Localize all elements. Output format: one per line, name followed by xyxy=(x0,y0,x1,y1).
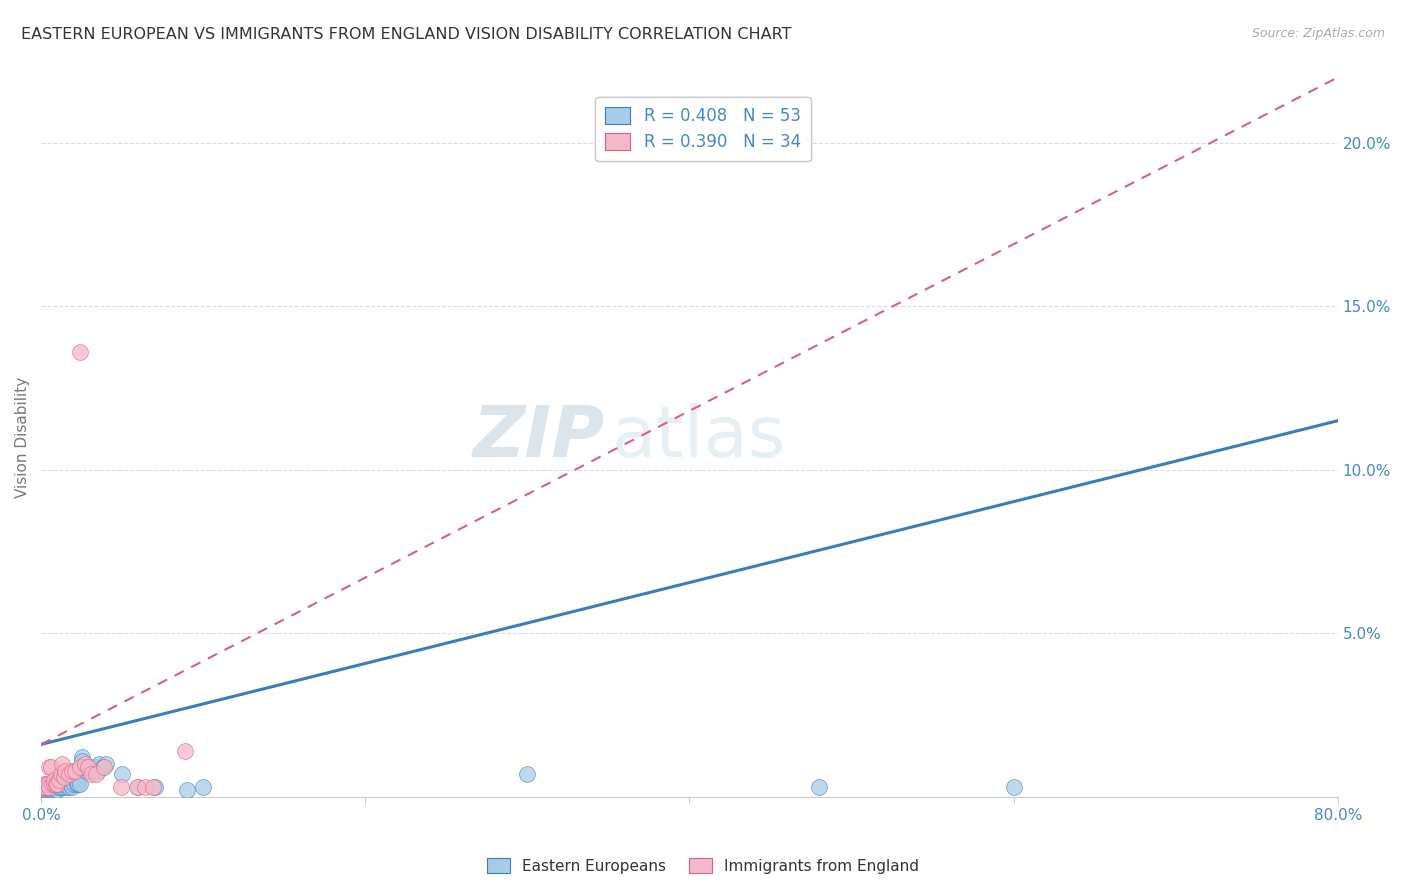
Point xyxy=(56,780,79,794)
Point xyxy=(41,783,63,797)
Point xyxy=(77,760,100,774)
Point xyxy=(66,776,89,790)
Point xyxy=(38,780,60,794)
Point xyxy=(80,766,103,780)
Point xyxy=(193,780,215,794)
Point xyxy=(69,345,91,359)
Text: Source: ZipAtlas.com: Source: ZipAtlas.com xyxy=(1251,27,1385,40)
Point xyxy=(52,770,75,784)
Point xyxy=(93,760,115,774)
Point xyxy=(45,783,67,797)
Legend: R = 0.408   N = 53, R = 0.390   N = 34: R = 0.408 N = 53, R = 0.390 N = 34 xyxy=(595,96,811,161)
Point xyxy=(42,773,65,788)
Text: ZIP: ZIP xyxy=(472,402,605,472)
Point xyxy=(67,776,90,790)
Point xyxy=(39,780,62,794)
Point xyxy=(45,780,67,794)
Point xyxy=(48,780,70,794)
Point xyxy=(63,764,86,778)
Point xyxy=(76,764,98,778)
Point xyxy=(55,764,77,778)
Point xyxy=(37,780,59,794)
Point xyxy=(41,776,63,790)
Point xyxy=(73,756,96,771)
Point xyxy=(94,756,117,771)
Point xyxy=(55,776,77,790)
Point xyxy=(84,766,107,780)
Point xyxy=(31,780,53,794)
Point xyxy=(69,760,91,774)
Point xyxy=(42,783,65,797)
Point xyxy=(143,780,166,794)
Point xyxy=(49,766,72,780)
Point xyxy=(174,744,197,758)
Point xyxy=(34,783,56,797)
Point xyxy=(59,776,82,790)
Point xyxy=(72,760,94,774)
Point xyxy=(34,776,56,790)
Point xyxy=(46,776,69,790)
Point xyxy=(91,760,114,774)
Point xyxy=(39,783,62,797)
Point xyxy=(51,776,73,790)
Point xyxy=(52,780,75,794)
Point xyxy=(49,780,72,794)
Point xyxy=(70,750,93,764)
Point xyxy=(31,780,53,794)
Point xyxy=(89,756,111,771)
Point xyxy=(808,780,831,794)
Point xyxy=(70,754,93,768)
Point xyxy=(42,776,65,790)
Point xyxy=(60,780,83,794)
Point xyxy=(45,776,67,790)
Point xyxy=(125,780,148,794)
Point xyxy=(60,764,83,778)
Point xyxy=(51,756,73,771)
Point xyxy=(58,766,80,780)
Point xyxy=(127,780,149,794)
Point xyxy=(82,760,104,774)
Point xyxy=(1002,780,1025,794)
Point xyxy=(111,766,134,780)
Point xyxy=(134,780,156,794)
Point xyxy=(42,780,65,794)
Point xyxy=(37,783,59,797)
Y-axis label: Vision Disability: Vision Disability xyxy=(15,376,30,498)
Point xyxy=(35,783,58,797)
Point xyxy=(516,766,538,780)
Point xyxy=(69,776,91,790)
Point xyxy=(110,780,132,794)
Point xyxy=(58,780,80,794)
Legend: Eastern Europeans, Immigrants from England: Eastern Europeans, Immigrants from Engla… xyxy=(481,852,925,880)
Text: atlas: atlas xyxy=(612,402,786,472)
Point xyxy=(35,780,58,794)
Point xyxy=(84,760,107,774)
Point xyxy=(38,783,60,797)
Point xyxy=(73,760,96,774)
Point xyxy=(176,783,198,797)
Point xyxy=(38,780,60,794)
Point xyxy=(87,764,110,778)
Point xyxy=(62,776,84,790)
Point xyxy=(79,764,101,778)
Point xyxy=(35,780,58,794)
Point xyxy=(34,780,56,794)
Point xyxy=(39,760,62,774)
Point xyxy=(35,776,58,790)
Point xyxy=(38,760,60,774)
Point xyxy=(37,776,59,790)
Point xyxy=(41,780,63,794)
Point xyxy=(46,783,69,797)
Point xyxy=(142,780,165,794)
Point xyxy=(46,780,69,794)
Point xyxy=(48,773,70,788)
Point xyxy=(34,780,56,794)
Text: EASTERN EUROPEAN VS IMMIGRANTS FROM ENGLAND VISION DISABILITY CORRELATION CHART: EASTERN EUROPEAN VS IMMIGRANTS FROM ENGL… xyxy=(21,27,792,42)
Point xyxy=(76,760,98,774)
